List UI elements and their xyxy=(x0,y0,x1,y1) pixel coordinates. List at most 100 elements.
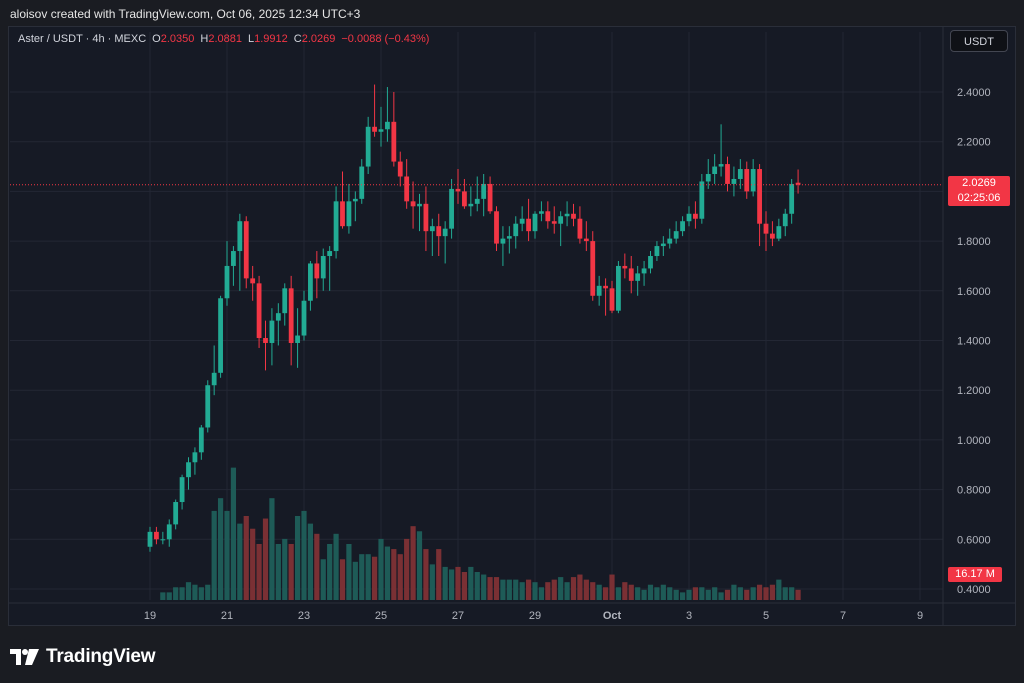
volume-bar xyxy=(365,554,371,600)
candle-body xyxy=(429,226,435,232)
candle-body xyxy=(725,164,730,184)
volume-bar xyxy=(654,587,660,600)
volume-bar xyxy=(346,544,352,600)
volume-bar xyxy=(551,579,557,600)
candle-body xyxy=(385,121,390,130)
y-tick-label: 1.2000 xyxy=(957,385,991,397)
candle-body xyxy=(333,201,339,252)
candle-body xyxy=(776,226,782,239)
candle-body xyxy=(250,278,256,284)
candle-body xyxy=(487,183,493,212)
symbol-label: Aster / USDT · 4h · MEXC xyxy=(18,33,147,45)
volume-bar xyxy=(198,587,204,600)
y-tick-label: 2.2000 xyxy=(957,137,991,149)
volume-bar xyxy=(712,587,718,600)
volume-bar xyxy=(532,582,538,600)
candle-body xyxy=(590,241,596,296)
volume-bar xyxy=(294,516,301,600)
candle-body xyxy=(436,226,442,237)
x-tick-label: 25 xyxy=(375,610,387,622)
candle-body xyxy=(404,176,410,202)
volume-bar xyxy=(750,587,756,600)
candle-body xyxy=(731,178,737,184)
candle-body xyxy=(275,313,281,321)
candle-body xyxy=(166,524,172,540)
x-tick-label: 21 xyxy=(221,610,233,622)
symbol-legend: Aster / USDT · 4h · MEXC O2.0350 H2.0881… xyxy=(18,33,429,45)
volume-bar xyxy=(391,549,397,600)
volume-bar xyxy=(577,574,583,600)
volume-bar xyxy=(667,587,673,600)
candle-body xyxy=(571,213,576,219)
candle-body xyxy=(186,462,191,478)
candle-body xyxy=(782,213,788,227)
volume-bar xyxy=(166,592,172,600)
y-tick-label: 0.4000 xyxy=(957,584,991,596)
volume-bar xyxy=(635,587,641,600)
close-label: C xyxy=(293,33,302,45)
candle-body xyxy=(770,233,775,239)
volume-bar xyxy=(525,579,532,600)
candle-body xyxy=(320,256,326,279)
volume-bar xyxy=(763,587,769,600)
y-tick-label: 0.8000 xyxy=(957,485,991,497)
currency-button[interactable]: USDT xyxy=(950,30,1008,52)
volume-bar xyxy=(782,587,788,600)
volume-bar xyxy=(416,531,423,600)
candle-body xyxy=(256,283,262,339)
volume-bar xyxy=(352,561,358,600)
candle-countdown: 02:25:06 xyxy=(957,192,1001,204)
volume-bar xyxy=(718,592,724,600)
candle-body xyxy=(648,256,653,269)
last-volume-tag: 16.17 M xyxy=(948,567,1002,582)
volume-bar xyxy=(538,587,545,600)
candle-body xyxy=(699,181,705,219)
volume-bar xyxy=(333,533,339,600)
candle-body xyxy=(750,169,756,192)
volume-bar xyxy=(185,582,192,600)
x-tick-label: 27 xyxy=(452,610,464,622)
candle-body xyxy=(462,191,467,207)
volume-bar xyxy=(641,589,647,600)
y-tick-label: 2.4000 xyxy=(957,87,991,99)
volume-bar xyxy=(429,564,435,600)
volume-bar xyxy=(493,577,500,600)
volume-bar xyxy=(596,584,602,600)
volume-bar xyxy=(545,582,551,600)
candle-body xyxy=(526,218,531,232)
candle-body xyxy=(192,452,198,463)
volume-bar xyxy=(769,584,776,600)
volume-bar xyxy=(756,584,763,600)
y-tick-label: 1.0000 xyxy=(957,435,991,447)
ohlc-close: C2.0269 xyxy=(294,33,336,45)
volume-bar xyxy=(262,518,269,600)
last-price-value: 2.0269 xyxy=(962,177,996,189)
tradingview-wordmark: TradingView xyxy=(46,646,156,667)
top-credit-bar: aloisov created with TradingView.com, Oc… xyxy=(0,0,1024,26)
volume-bar xyxy=(384,546,391,600)
volume-bar xyxy=(692,587,699,600)
volume-bar xyxy=(455,566,461,600)
volume-bar xyxy=(160,592,166,600)
candle-body xyxy=(205,385,211,428)
x-tick-label: 23 xyxy=(298,610,310,622)
candle-body xyxy=(763,223,769,234)
volume-bar xyxy=(179,587,185,600)
candle-body xyxy=(263,338,268,343)
volume-bar xyxy=(789,587,795,600)
candle-body xyxy=(243,221,249,279)
volume-bar xyxy=(230,467,237,600)
candle-body xyxy=(789,183,795,214)
candle-body xyxy=(667,238,673,244)
volume-bar xyxy=(423,549,429,600)
x-tick-label: 3 xyxy=(686,610,692,622)
candle-body xyxy=(417,203,422,207)
tradingview-brand: TradingView xyxy=(10,644,156,670)
candle-body xyxy=(378,129,384,132)
last-price-tag: 2.0269 02:25:06 xyxy=(948,176,1010,206)
volume-bar xyxy=(628,584,634,600)
volume-bar xyxy=(583,579,589,600)
ohlc-open: O2.0350 xyxy=(152,33,194,45)
volume-bar xyxy=(602,587,609,600)
